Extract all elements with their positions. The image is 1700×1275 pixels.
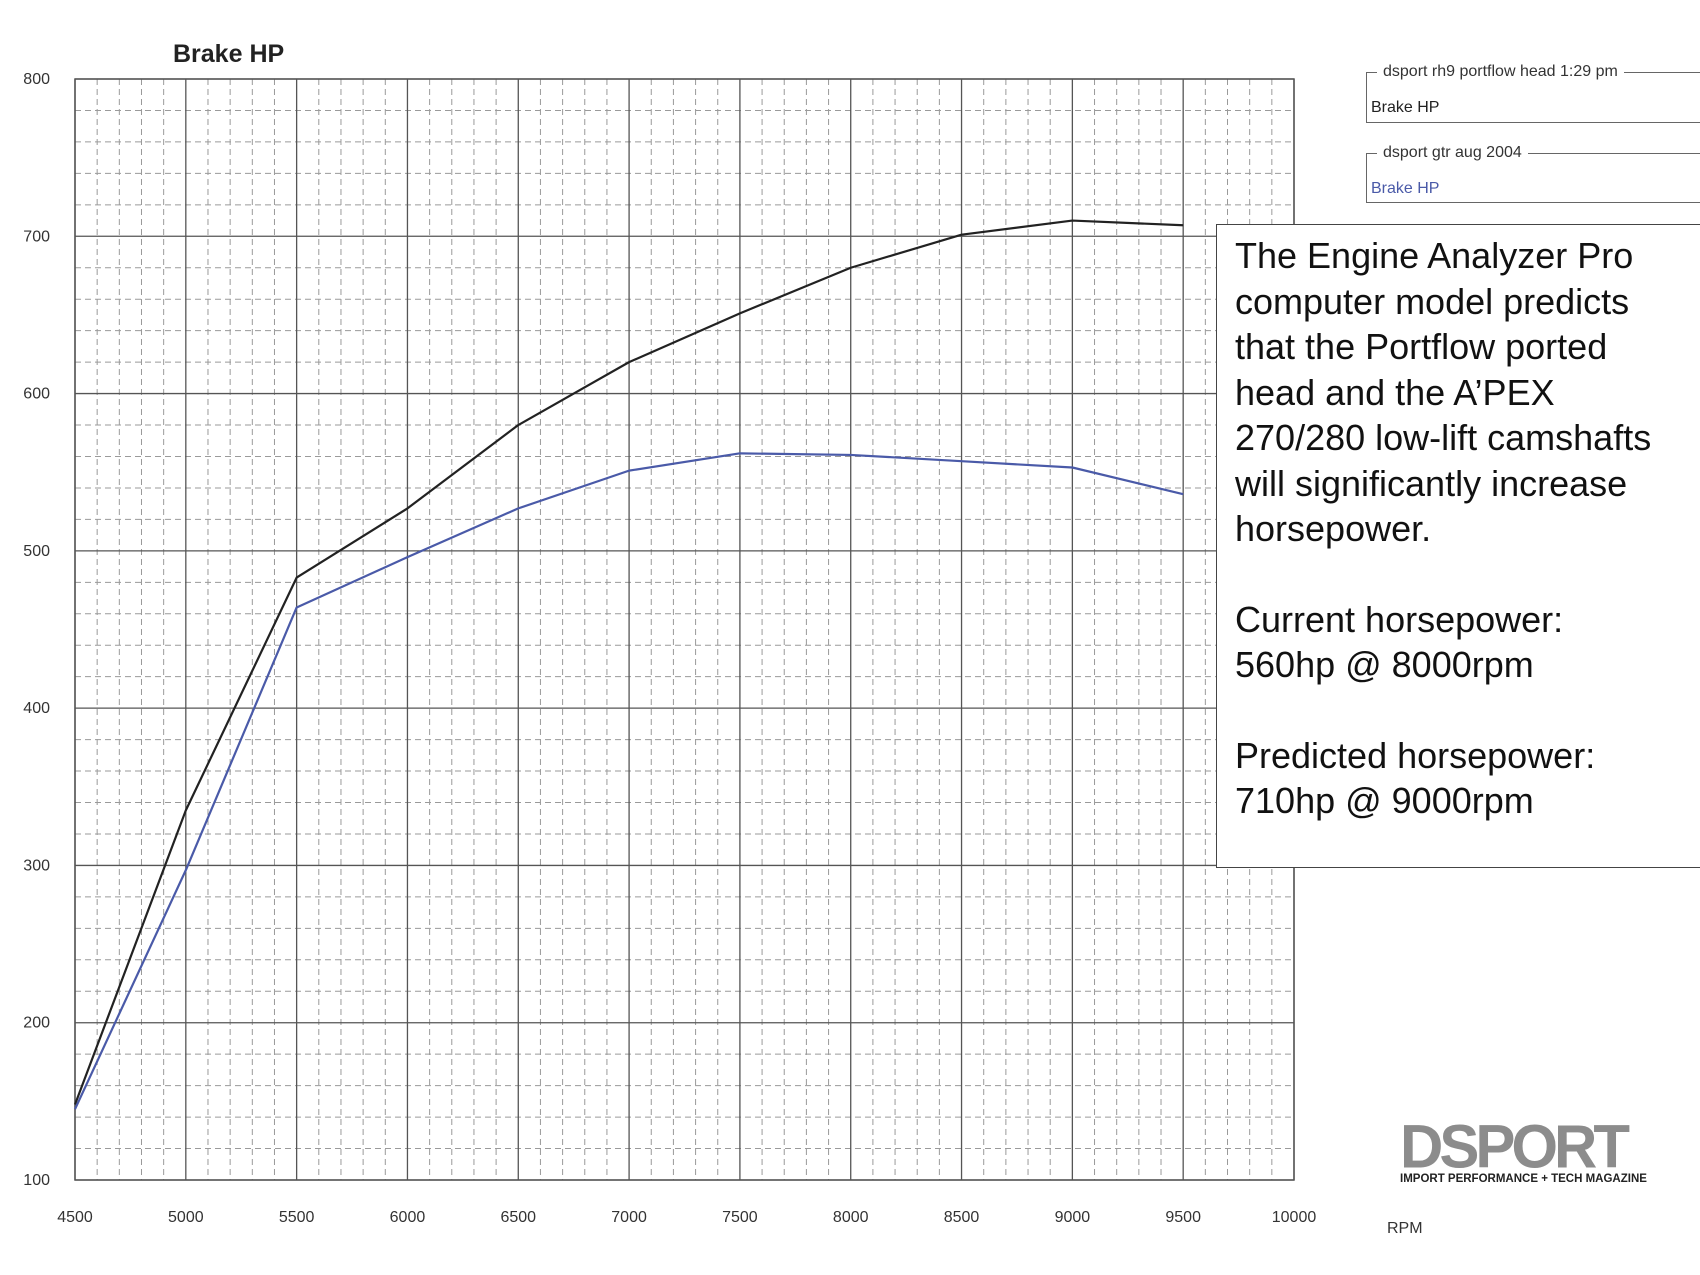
dsport-logo: DSPORT IMPORT PERFORMANCE + TECH MAGAZIN…: [1400, 1112, 1690, 1186]
annotation-line: will significantly increase: [1235, 462, 1628, 504]
y-tick-label: 700: [23, 228, 50, 245]
annotation-line: that the Portflow ported: [1235, 326, 1608, 367]
annotation-line: The Engine Analyzer Pro: [1235, 235, 1634, 276]
legend-series-1-name: dsport rh9 portflow head 1:29 pm: [1377, 63, 1624, 81]
x-tick-label: 7500: [722, 1209, 758, 1226]
y-tick-label: 600: [23, 386, 50, 403]
y-tick-label: 500: [23, 543, 50, 560]
x-tick-label: 9500: [1165, 1209, 1201, 1226]
y-axis-tick-labels: 100 200 300 400 500 600 700 800: [23, 71, 50, 1189]
series-lines: [73, 219, 1184, 1110]
x-axis-label: RPM: [1387, 1220, 1423, 1237]
annotation-box: The Engine Analyzer Pro computer model p…: [1216, 224, 1700, 868]
y-tick-label: 100: [23, 1172, 50, 1189]
predicted-hp-value: 710hp @ 9000rpm: [1235, 780, 1534, 821]
annotation-line: 270/280 low-lift camshafts: [1235, 417, 1652, 458]
legend-entry-1: dsport rh9 portflow head 1:29 pm Brake H…: [1366, 63, 1700, 123]
series-line-2: [74, 452, 1184, 1110]
annotation-line: computer model predicts: [1235, 280, 1630, 322]
x-tick-label: 4500: [57, 1209, 93, 1226]
y-tick-label: 200: [23, 1015, 50, 1032]
x-tick-label: 5000: [168, 1209, 204, 1226]
x-axis-tick-labels: 4500 5000 5500 6000 6500 7000 7500 8000 8500 9000…: [57, 1209, 1316, 1226]
x-tick-label: 5500: [279, 1209, 315, 1226]
minor-grid: [75, 79, 1294, 1180]
logo-tagline: IMPORT PERFORMANCE + TECH MAGAZINE: [1400, 1173, 1647, 1185]
current-hp-label: Current horsepower:: [1235, 598, 1564, 640]
legend-series-1-label: Brake HP: [1371, 99, 1440, 116]
y-tick-label: 400: [23, 700, 50, 717]
y-tick-label: 800: [23, 71, 50, 88]
major-grid: [74, 78, 1295, 1181]
legend-series-2-label: Brake HP: [1371, 180, 1440, 197]
plot-frame: [74, 78, 1295, 1181]
chart-title: Brake HP: [173, 40, 284, 68]
series-line-1: [73, 219, 1184, 1105]
logo-wordmark: DSPORT: [1400, 1112, 1630, 1181]
annotation-line: head and the A’PEX: [1235, 371, 1555, 413]
legend-entry-2: dsport gtr aug 2004 Brake HP: [1366, 144, 1700, 203]
x-tick-label: 7000: [611, 1209, 647, 1226]
x-tick-label: 6000: [390, 1209, 426, 1226]
x-tick-label: 6500: [500, 1209, 536, 1226]
x-tick-label: 9000: [1055, 1209, 1091, 1226]
predicted-hp-label: Predicted horsepower:: [1235, 734, 1596, 776]
annotation-line: horsepower.: [1235, 508, 1432, 549]
x-tick-label: 8500: [944, 1209, 980, 1226]
current-hp-value: 560hp @ 8000rpm: [1235, 644, 1534, 685]
legend-series-2-name: dsport gtr aug 2004: [1377, 144, 1528, 162]
x-tick-label: 8000: [833, 1209, 869, 1226]
y-tick-label: 300: [23, 857, 50, 874]
x-tick-label: 10000: [1272, 1209, 1317, 1226]
